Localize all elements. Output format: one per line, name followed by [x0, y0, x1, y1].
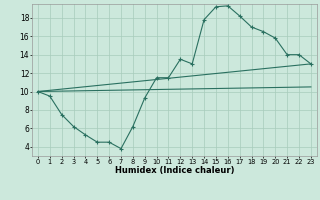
X-axis label: Humidex (Indice chaleur): Humidex (Indice chaleur)	[115, 166, 234, 175]
